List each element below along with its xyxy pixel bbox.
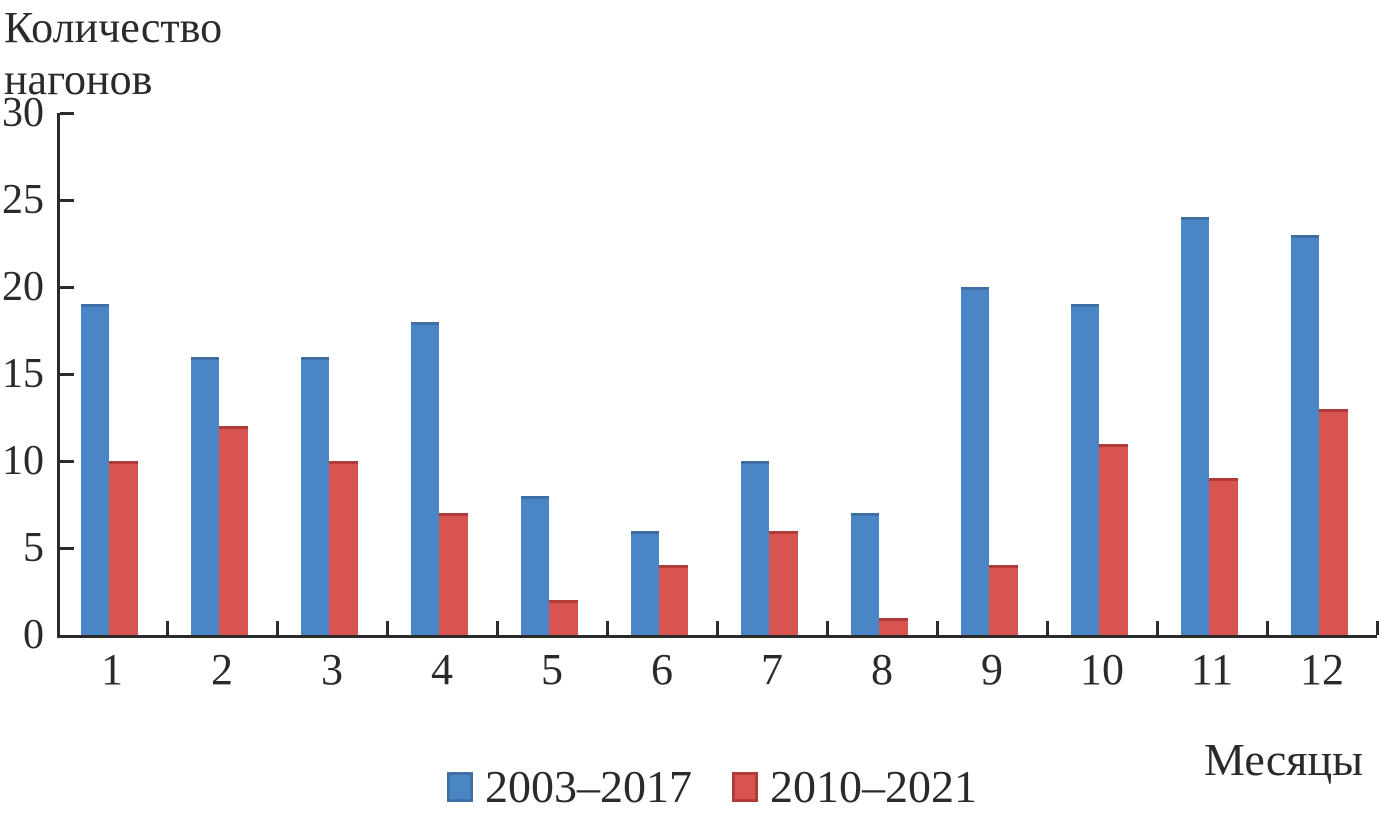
x-axis-tick-label: 3 xyxy=(321,645,343,694)
y-axis-tick xyxy=(60,372,74,376)
x-axis-tick xyxy=(1375,621,1379,635)
y-axis-tick-label: 0 xyxy=(23,612,44,658)
y-axis-tick-label: 5 xyxy=(23,525,44,571)
bar-series-2010-2021-month-11 xyxy=(1209,478,1238,635)
x-axis-tick xyxy=(715,621,719,635)
bar-series-2010-2021-month-4 xyxy=(439,513,468,635)
bar-series-2010-2021-month-9 xyxy=(989,565,1018,635)
x-axis-tick xyxy=(605,621,609,635)
x-axis-tick xyxy=(1155,621,1159,635)
y-axis-tick-label: 20 xyxy=(2,264,44,310)
x-axis-tick xyxy=(275,621,279,635)
y-axis-title-line-1: Количество xyxy=(4,3,223,52)
bar-series-2010-2021-month-5 xyxy=(549,600,578,635)
bar-series-2010-2021-month-3 xyxy=(329,461,358,635)
legend-swatch-2010-2021 xyxy=(732,772,758,802)
bar-series-2003-2017-month-3 xyxy=(301,357,329,635)
y-axis-line xyxy=(57,113,60,638)
bar-series-2010-2021-month-1 xyxy=(109,461,138,635)
y-axis-tick-label: 10 xyxy=(2,438,44,484)
legend-label-2010-2021: 2010–2021 xyxy=(770,761,977,812)
x-axis-tick xyxy=(1265,621,1269,635)
x-axis-tick-label: 12 xyxy=(1300,645,1344,694)
y-axis-tick-label: 25 xyxy=(2,177,44,223)
x-axis-tick xyxy=(165,621,169,635)
x-axis-tick-label: 6 xyxy=(651,645,673,694)
bar-series-2003-2017-month-4 xyxy=(411,322,439,635)
x-axis-tick xyxy=(935,621,939,635)
bar-series-2003-2017-month-8 xyxy=(851,513,879,635)
x-axis-tick-label: 4 xyxy=(431,645,453,694)
x-axis-tick xyxy=(825,621,829,635)
x-axis-tick-label: 7 xyxy=(761,645,783,694)
y-axis-tick xyxy=(60,546,74,550)
x-axis-tick xyxy=(1045,621,1049,635)
bar-series-2010-2021-month-2 xyxy=(219,426,248,635)
bar-series-2010-2021-month-8 xyxy=(879,618,908,635)
x-axis-tick-label: 5 xyxy=(541,645,563,694)
x-axis-tick-label: 10 xyxy=(1080,645,1124,694)
legend: 2003–2017 2010–2021 xyxy=(447,764,977,810)
x-axis-title: Месяцы xyxy=(1204,734,1363,785)
x-axis-tick-label: 2 xyxy=(211,645,233,694)
bar-series-2003-2017-month-9 xyxy=(961,287,989,635)
y-axis-tick xyxy=(60,285,74,289)
bar-series-2003-2017-month-7 xyxy=(741,461,769,635)
x-axis-tick xyxy=(385,621,389,635)
x-axis-tick-label: 11 xyxy=(1190,645,1234,694)
bar-series-2003-2017-month-12 xyxy=(1291,235,1319,635)
bar-series-2003-2017-month-6 xyxy=(631,531,659,635)
bar-series-2003-2017-month-11 xyxy=(1181,217,1209,635)
bar-series-2003-2017-month-1 xyxy=(81,304,109,635)
bar-series-2010-2021-month-10 xyxy=(1099,444,1128,635)
y-axis-tick xyxy=(60,111,74,115)
bar-series-2010-2021-month-7 xyxy=(769,531,798,635)
bar-series-2010-2021-month-6 xyxy=(659,565,688,635)
legend-label-2003-2017: 2003–2017 xyxy=(485,761,692,812)
x-axis-tick-label: 8 xyxy=(871,645,893,694)
x-axis-tick xyxy=(495,621,499,635)
bar-series-2010-2021-month-12 xyxy=(1319,409,1348,635)
y-axis-tick-label: 15 xyxy=(2,351,44,397)
bar-series-2003-2017-month-5 xyxy=(521,496,549,635)
x-axis-tick-label: 9 xyxy=(981,645,1003,694)
x-axis-line xyxy=(57,635,1377,638)
y-axis-tick xyxy=(60,198,74,202)
y-axis-title-line-2: нагонов xyxy=(4,55,153,104)
y-axis-title: Количество нагонов xyxy=(4,2,222,106)
legend-swatch-2003-2017 xyxy=(447,772,473,802)
y-axis-tick xyxy=(60,459,74,463)
bar-series-2003-2017-month-2 xyxy=(191,357,219,635)
y-axis-tick-label: 30 xyxy=(2,90,44,136)
x-axis-tick-label: 1 xyxy=(101,645,123,694)
bar-series-2003-2017-month-10 xyxy=(1071,304,1099,635)
